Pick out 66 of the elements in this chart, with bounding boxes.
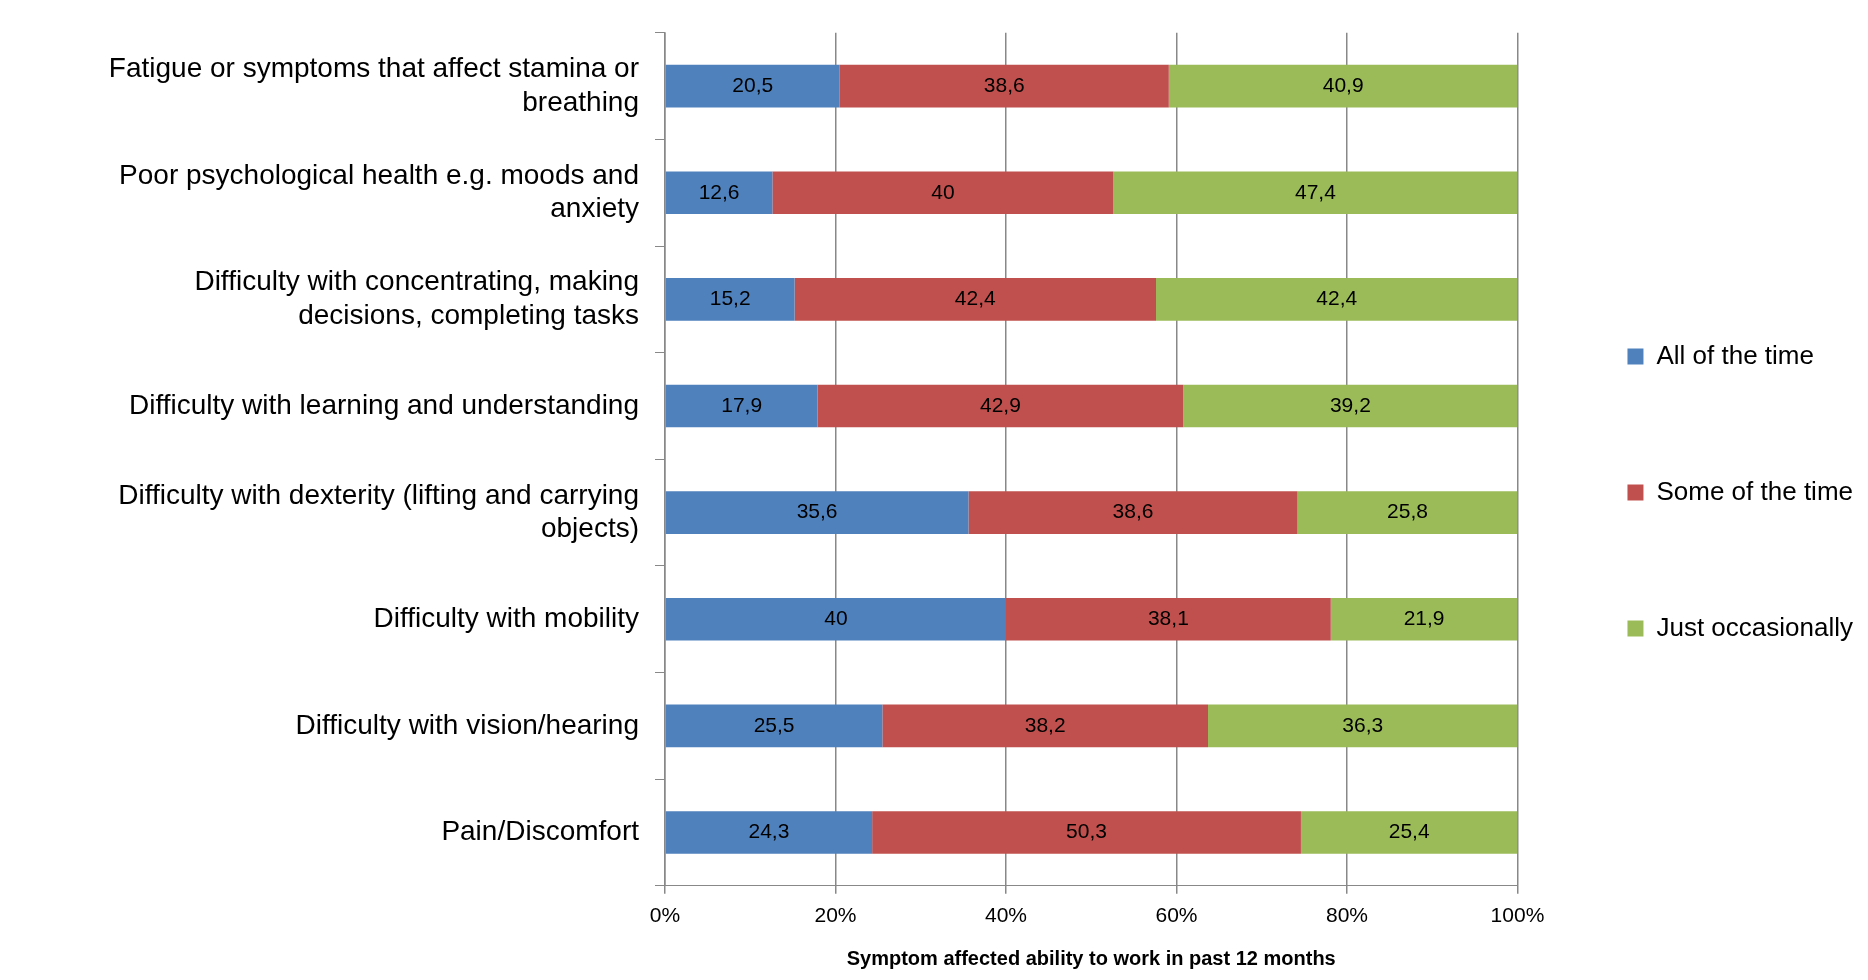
- bar: [665, 384, 818, 428]
- data-label: 15,2: [709, 286, 751, 310]
- x-tick-label: 20%: [814, 903, 857, 927]
- y-tick-label: Difficulty with learning and understanding: [128, 388, 639, 420]
- y-tick-label: Poor psychological health e.g. moods and anxiety: [119, 158, 639, 224]
- bar: [1297, 491, 1518, 534]
- y-tick-label: Difficulty with mobility: [373, 601, 639, 633]
- bar: [968, 491, 1298, 534]
- data-label: 25,4: [1388, 819, 1430, 843]
- data-label: 17,9: [721, 392, 763, 416]
- data-label: 42,4: [1316, 286, 1358, 310]
- y-tick-label: Difficulty with vision/hearing: [295, 708, 639, 740]
- x-tick-label: 80%: [1325, 903, 1368, 927]
- data-label: 20,5: [732, 72, 774, 96]
- bar: [1005, 597, 1331, 641]
- data-label: 21,9: [1403, 606, 1445, 630]
- bar: [665, 278, 795, 321]
- bar: [1330, 597, 1518, 641]
- bar: [665, 811, 873, 854]
- bar: [882, 704, 1209, 748]
- x-tick-label: 60%: [1155, 903, 1198, 927]
- data-label: 38,2: [1024, 712, 1066, 736]
- x-tick-label: 0%: [649, 903, 681, 927]
- data-label: 42,4: [954, 286, 997, 310]
- data-label: 47,4: [1294, 179, 1337, 203]
- data-label: 38,6: [983, 72, 1025, 96]
- bar: [665, 171, 773, 215]
- data-label: 25,8: [1387, 499, 1428, 523]
- bar: [665, 64, 840, 108]
- x-axis-title: Symptom affected ability to work in past 12 months: [846, 946, 1336, 969]
- bar: [1168, 64, 1518, 108]
- bar: [872, 811, 1301, 854]
- data-label: 38,6: [1112, 499, 1154, 523]
- x-tick-label: 100%: [1490, 903, 1545, 927]
- data-label: 12,6: [698, 179, 740, 203]
- bar: [665, 704, 883, 748]
- bar: [1113, 171, 1518, 215]
- legend-label: Just occasionally: [1656, 611, 1854, 642]
- y-tick-label: Pain/Discomfort: [441, 815, 640, 847]
- data-label: 38,1: [1147, 606, 1189, 630]
- data-label: 40,9: [1322, 72, 1364, 96]
- data-label: 42,9: [980, 392, 1021, 416]
- data-label: 40: [824, 606, 848, 630]
- bar: [1208, 704, 1518, 748]
- x-tick-label: 40%: [984, 903, 1027, 927]
- data-label: 36,3: [1342, 712, 1384, 736]
- bar: [665, 491, 969, 534]
- bar: [794, 278, 1157, 321]
- data-label: 35,6: [796, 499, 838, 523]
- data-label: 40: [931, 179, 955, 203]
- bar: [1183, 384, 1518, 428]
- data-label: 50,3: [1066, 819, 1107, 843]
- bar: [665, 597, 1006, 641]
- legend-label: All of the time: [1656, 339, 1814, 370]
- y-tick-label: Difficulty with dexterity (lifting and carrying objects): [118, 478, 639, 544]
- bar: [1156, 278, 1518, 321]
- legend-label: Some of the time: [1656, 475, 1854, 506]
- y-tick-label: Difficulty with concentrating, making decisions, completing tasks: [194, 265, 639, 330]
- data-label: 25,5: [753, 712, 795, 736]
- data-label: 24,3: [748, 819, 790, 843]
- bar: [1300, 811, 1518, 854]
- bar: [839, 64, 1169, 108]
- bar: [772, 171, 1114, 215]
- bar: [817, 384, 1184, 428]
- y-tick-label: Fatigue or symptoms that affect stamina or breathing: [108, 52, 639, 117]
- data-label: 39,2: [1329, 392, 1371, 416]
